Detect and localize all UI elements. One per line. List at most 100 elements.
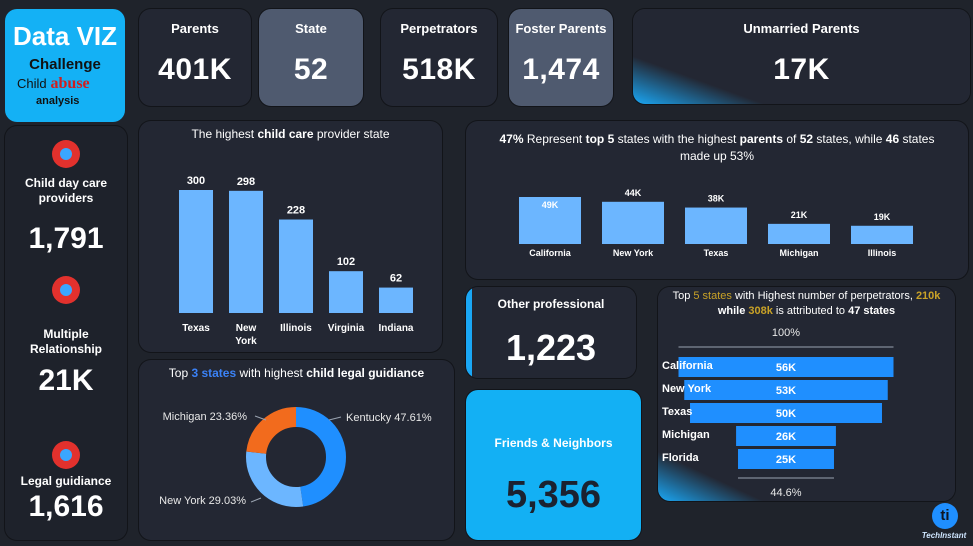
kpi-label: Friends & Neighbors bbox=[494, 436, 613, 450]
kpi-label: Foster Parents bbox=[515, 21, 607, 36]
kpi-perpetrators: Perpetrators 518K bbox=[381, 9, 497, 106]
kpi-friends: Friends & Neighbors 5,356 bbox=[466, 390, 641, 540]
sidebar-label-legal: Legal guidiance bbox=[5, 474, 127, 489]
title-part: provider state bbox=[313, 127, 390, 141]
sidebar-label-line: Multiple bbox=[43, 327, 89, 341]
category-label: Illinois bbox=[868, 248, 897, 258]
category-label: Michigan bbox=[779, 248, 818, 258]
title-part: 47 states bbox=[848, 305, 896, 317]
leader-line bbox=[254, 415, 267, 421]
title-part: with Highest number of perpetrators, bbox=[731, 290, 916, 302]
funnel-bar bbox=[678, 357, 894, 377]
logo-subtitle: Challenge bbox=[29, 56, 101, 73]
funnel-value-label: 53K bbox=[776, 385, 796, 397]
provider-bar-chart: 300 Texas 298 New York 228 Illinois 102 Virginia… bbox=[179, 175, 414, 347]
perp-chart-title: Top 5 states with Highest number of perp… bbox=[662, 289, 951, 319]
bar bbox=[379, 287, 413, 313]
bar-value-label: 228 bbox=[287, 205, 305, 217]
category-label: Texas bbox=[182, 323, 210, 334]
title-part: The highest bbox=[191, 127, 258, 141]
sidebar-label-line: Relationship bbox=[29, 342, 102, 356]
funnel-value-label: 50K bbox=[776, 408, 796, 420]
sidebar-value-legal: 1,616 bbox=[28, 490, 104, 523]
title-part: 52 bbox=[799, 132, 814, 146]
title-part: Top bbox=[672, 290, 694, 302]
funnel-category-label: Michigan bbox=[662, 429, 710, 441]
title-part: top 5 bbox=[585, 132, 615, 146]
kpi-label: Unmarried Parents bbox=[743, 21, 860, 36]
sidebar-label-line: Legal guidiance bbox=[20, 474, 112, 488]
title-part: 46 bbox=[885, 132, 900, 146]
brand-name: TechInstant bbox=[921, 531, 967, 540]
category-label: New York bbox=[613, 248, 654, 258]
legal-chart-card: Top 3 states with highest child legal gu… bbox=[139, 360, 454, 540]
bar-value-label: 298 bbox=[237, 176, 255, 188]
title-part: 5 states bbox=[693, 290, 732, 302]
legal-chart-title: Top 3 states with highest child legal gu… bbox=[139, 366, 454, 380]
sidebar-label-line: providers bbox=[38, 191, 94, 205]
funnel-category-label: New York bbox=[662, 383, 712, 395]
provider-chart-title: The highest child care provider state bbox=[139, 127, 442, 141]
target-icon bbox=[52, 441, 80, 469]
kpi-parents: Parents 401K bbox=[139, 9, 251, 106]
kpi-value: 401K bbox=[158, 53, 232, 86]
kpi-value: 17K bbox=[773, 53, 830, 86]
kpi-value: 1,474 bbox=[522, 53, 600, 86]
title-part: parents bbox=[739, 132, 784, 146]
donut-slice bbox=[246, 407, 346, 507]
title-part: child legal guidiance bbox=[306, 366, 425, 380]
title-part: made up 53% bbox=[679, 149, 755, 163]
funnel-value-label: 25K bbox=[776, 454, 796, 466]
bar bbox=[602, 201, 664, 244]
category-label: York bbox=[235, 336, 257, 347]
sidebar: Child day care providers 1,791 Multiple … bbox=[5, 126, 127, 540]
kpi-label: Parents bbox=[171, 21, 219, 36]
leader-line bbox=[328, 416, 342, 421]
title-part: with highest bbox=[236, 366, 307, 380]
title-part: states with the highest bbox=[614, 132, 740, 146]
brand-logo-icon: ti bbox=[932, 503, 958, 529]
logo-tagline: Child abuse bbox=[17, 75, 90, 93]
parents-bar-chart: 49K California 44K New York 38K Texas 21K Michi… bbox=[519, 188, 913, 258]
bar-value-label: 44K bbox=[625, 188, 642, 198]
parents-chart-card: 47% Represent top 5 states with the high… bbox=[466, 121, 968, 279]
bar bbox=[329, 271, 363, 313]
title-part: while bbox=[717, 305, 749, 317]
title-part: 47% bbox=[499, 132, 524, 146]
brand: ti TechInstant bbox=[918, 503, 970, 543]
sidebar-value-daycare: 1,791 bbox=[28, 222, 104, 255]
bar bbox=[279, 219, 313, 313]
category-label: Illinois bbox=[280, 323, 312, 334]
bar-value-label: 38K bbox=[708, 194, 725, 204]
bar bbox=[179, 190, 213, 313]
kpi-value: 5,356 bbox=[505, 474, 602, 516]
title-part: Represent bbox=[523, 132, 586, 146]
bar-value-label: 21K bbox=[791, 210, 808, 220]
bar-value-label: 102 bbox=[337, 256, 355, 268]
bar bbox=[519, 197, 581, 244]
funnel-bar bbox=[738, 449, 834, 469]
funnel-category-label: Florida bbox=[662, 452, 700, 464]
logo-card: Data VIZ Challenge Child abuse analysis bbox=[5, 9, 125, 122]
kpi-label: Other professional bbox=[497, 297, 605, 311]
funnel-bar bbox=[736, 426, 836, 446]
bar-value-label: 300 bbox=[187, 175, 205, 187]
bar-value-label: 19K bbox=[874, 212, 891, 222]
bar bbox=[685, 207, 747, 244]
logo-title: Data VIZ bbox=[12, 21, 118, 51]
bar bbox=[768, 223, 830, 244]
legal-donut-chart: Kentucky 47.61% New York 29.03% Michigan 2… bbox=[159, 407, 432, 507]
title-part: is attributed to bbox=[772, 305, 849, 317]
funnel-bottom-label: 44.6% bbox=[770, 487, 801, 499]
title-part: states bbox=[899, 132, 935, 146]
funnel-bar bbox=[690, 403, 882, 423]
category-label: New bbox=[236, 323, 257, 334]
funnel-top-label: 100% bbox=[772, 327, 800, 339]
logo-child: Child bbox=[17, 76, 47, 91]
target-icon bbox=[52, 140, 80, 168]
bar-value-label: 62 bbox=[390, 273, 402, 285]
sidebar-label-daycare: Child day care providers bbox=[5, 176, 127, 206]
sidebar-value-relationship: 21K bbox=[38, 364, 94, 397]
funnel-category-label: Texas bbox=[662, 406, 692, 418]
kpi-label: State bbox=[295, 21, 327, 36]
